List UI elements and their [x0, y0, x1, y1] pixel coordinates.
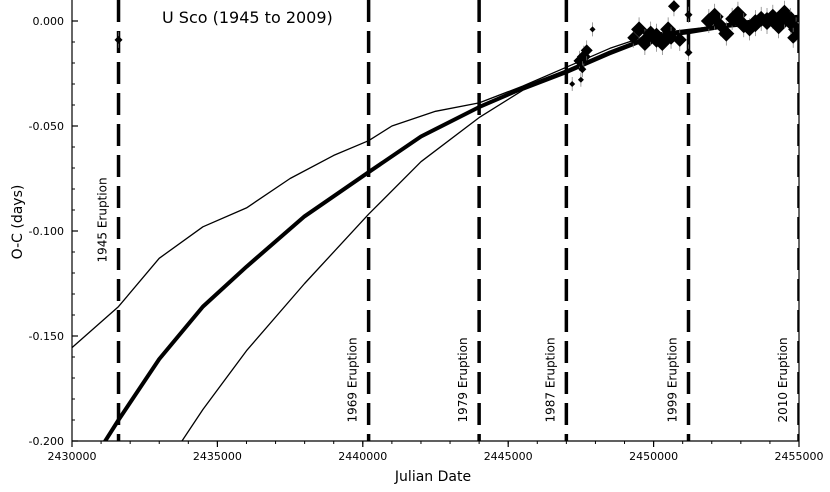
x-tick-label: 2430000	[48, 450, 97, 463]
eruption-label: 1979 Eruption	[456, 337, 470, 422]
data-point	[684, 48, 693, 57]
x-tick-label: 2435000	[193, 450, 242, 463]
data-point	[718, 25, 735, 42]
x-tick-label: 2450000	[629, 450, 678, 463]
data-point	[728, 5, 747, 24]
data-point	[667, 0, 680, 13]
eruption-label: 1987 Eruption	[543, 337, 557, 422]
data-point	[578, 65, 587, 74]
eruption-label: 2010 Eruption	[776, 337, 790, 422]
data-point	[631, 21, 648, 38]
data-point	[569, 81, 576, 87]
data-point	[114, 35, 123, 44]
model-lower-curve	[181, 20, 799, 441]
model-best-curve	[102, 14, 799, 441]
y-tick-label: -0.050	[29, 120, 64, 133]
data-point	[787, 31, 799, 44]
x-tick-label: 2440000	[338, 450, 387, 463]
eruption-labels: 1945 Eruption 1969 Eruption 1979 Eruption 1…	[96, 177, 790, 422]
model-curves	[72, 14, 799, 441]
y-tick-label: 0.000	[33, 15, 65, 28]
data-point	[684, 10, 693, 19]
y-tick-label: -0.100	[29, 225, 64, 238]
plot-area	[72, 0, 799, 441]
x-axis-title: Julian Date	[394, 469, 471, 485]
data-point	[627, 31, 640, 44]
model-upper-curve	[72, 20, 799, 349]
data-point	[774, 4, 795, 25]
data-point	[577, 76, 584, 83]
data-point	[580, 44, 593, 57]
eruption-label: 1999 Eruption	[665, 337, 679, 422]
data-point	[589, 26, 596, 33]
x-tick-label: 2455000	[775, 450, 824, 463]
data-point	[672, 32, 687, 47]
y-tick-label: -0.150	[29, 330, 64, 343]
eruption-label: 1945 Eruption	[96, 177, 110, 262]
y-tick-label: -0.200	[29, 435, 64, 448]
observations	[114, 0, 799, 91]
chart-title: U Sco (1945 to 2009)	[162, 8, 333, 27]
eruption-label: 1969 Eruption	[346, 337, 360, 422]
y-axis-title: O-C (days)	[10, 185, 26, 260]
data-point	[660, 21, 677, 38]
axes: 2430000 2435000 2440000 2445000 2450000 24550…	[29, 0, 824, 463]
x-tick-label: 2445000	[484, 450, 533, 463]
